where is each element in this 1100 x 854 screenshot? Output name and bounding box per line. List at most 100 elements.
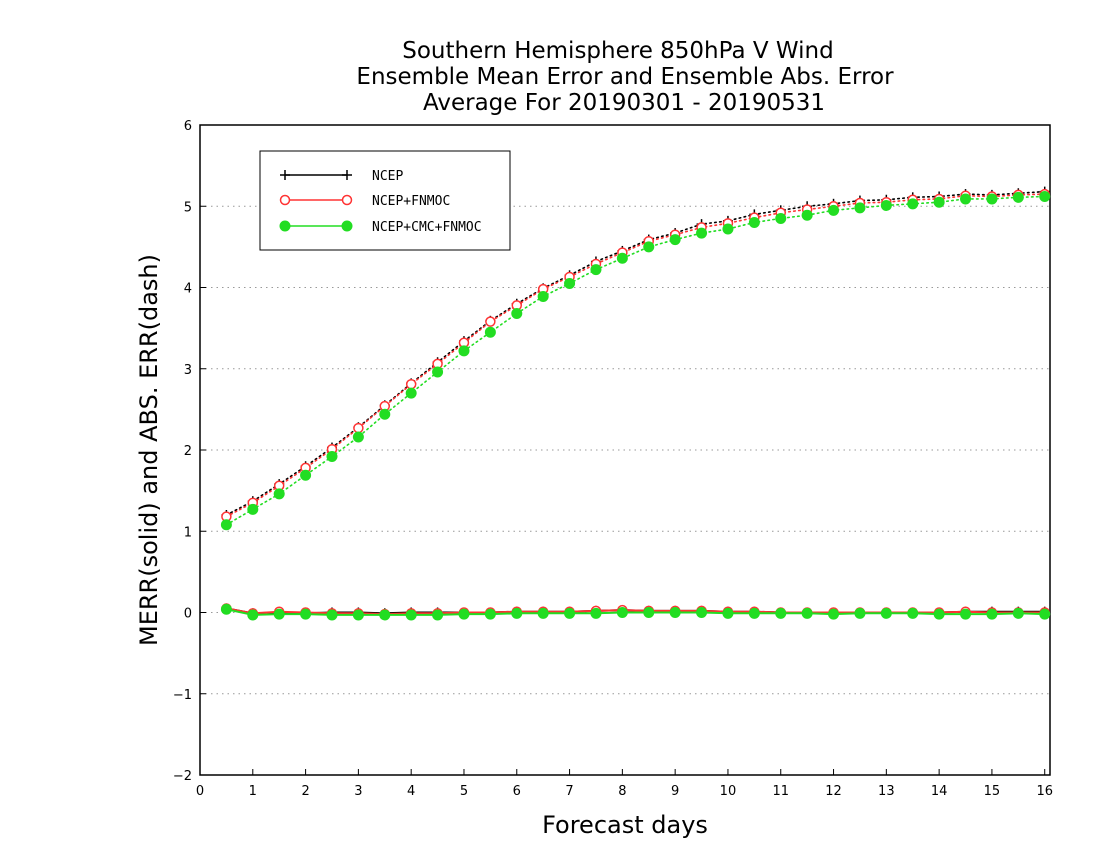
abs-err-point	[273, 488, 285, 500]
x-tick-label: 4	[407, 784, 415, 799]
mean-err-point	[907, 607, 919, 619]
x-tick-label: 7	[565, 784, 573, 799]
abs-err-point	[458, 345, 470, 357]
mean-err-point	[300, 608, 312, 620]
y-tick-label: −1	[173, 688, 192, 703]
mean-err-point	[854, 607, 866, 619]
mean-err-point	[220, 603, 232, 615]
mean-err-point	[960, 608, 972, 620]
mean-err-point	[379, 609, 391, 621]
legend-marker	[341, 194, 353, 206]
abs-err-point	[326, 451, 338, 462]
x-tick-label: 3	[354, 784, 362, 799]
mean-err-point	[1012, 607, 1024, 619]
abs-err-point	[405, 387, 417, 399]
abs-err-point	[854, 202, 866, 214]
legend: NCEP NCEP+FNMOC NCEP+CMC+FNMOC	[259, 150, 511, 251]
mean-err-point	[405, 609, 417, 621]
abs-err-point	[907, 198, 919, 210]
y-axis-title: MERR(solid) and ABS. ERR(dash)	[135, 254, 163, 646]
abs-err-point	[775, 212, 787, 224]
mean-err-point	[828, 608, 840, 620]
abs-err-point	[353, 422, 364, 434]
x-tick-label: 1	[249, 784, 257, 799]
y-tick-label: 4	[184, 282, 192, 297]
x-tick-label: 2	[301, 784, 309, 799]
mean-err-point	[352, 609, 364, 621]
abs-err-point	[220, 519, 232, 531]
abs-err-point	[590, 264, 602, 276]
y-tick-label: 2	[184, 444, 192, 459]
legend-marker	[279, 194, 291, 206]
abs-err-point	[405, 378, 417, 390]
abs-err-point	[669, 234, 681, 246]
mean-err-point	[643, 607, 655, 618]
mean-err-point	[933, 608, 945, 620]
mean-err-point	[669, 607, 681, 618]
x-tick-label: 14	[931, 784, 948, 799]
x-tick-label: 9	[671, 784, 679, 799]
series-ncep-cmc-fnmoc	[220, 191, 1051, 621]
abs-err-point	[511, 308, 523, 319]
abs-err-point	[696, 227, 708, 239]
abs-err-point	[986, 193, 998, 205]
mean-err-point	[511, 607, 523, 619]
y-tick-label: 1	[184, 525, 192, 540]
x-tick-label: 8	[618, 784, 626, 799]
y-tick-label: 6	[184, 119, 192, 134]
plot-frame	[199, 124, 1051, 776]
abs-err-point	[1039, 191, 1051, 202]
x-tick-label: 5	[460, 784, 468, 799]
abs-err-point	[537, 290, 549, 302]
mean-err-point	[775, 607, 787, 619]
abs-err-point	[485, 316, 496, 327]
y-tick-label: −2	[173, 769, 192, 784]
mean-err-point	[986, 608, 998, 620]
abs-err-point	[379, 408, 391, 420]
mean-err-point	[748, 607, 760, 619]
abs-err-point	[722, 223, 734, 235]
mean-err-point	[537, 607, 549, 619]
title-line-1: Southern Hemisphere 850hPa V Wind	[402, 38, 833, 64]
legend-marker	[279, 220, 291, 232]
mean-err-point	[1039, 608, 1051, 620]
legend-marker	[342, 170, 352, 180]
y-tick-label: 5	[184, 200, 192, 215]
x-tick-label: 12	[825, 784, 842, 799]
abs-err-point	[643, 241, 655, 253]
mean-err-point	[432, 609, 444, 621]
x-tick-label: 10	[720, 784, 737, 799]
mean-err-point	[801, 607, 813, 619]
mean-err-point	[484, 608, 496, 620]
abs-err-point	[960, 193, 972, 205]
mean-err-point	[326, 609, 338, 621]
legend-label: NCEP	[372, 169, 403, 184]
x-tick-label: 11	[772, 784, 789, 799]
x-tick-label: 13	[878, 784, 895, 799]
legend-marker	[280, 170, 290, 180]
abs-err-point	[564, 277, 576, 289]
x-tick-label: 0	[196, 784, 204, 799]
mean-err-point	[247, 609, 259, 621]
abs-err-point	[616, 252, 628, 264]
legend-item: NCEP	[280, 169, 403, 184]
mean-err-point	[590, 607, 602, 619]
chart-title: Southern Hemisphere 850hPa V Wind Ensemb…	[356, 38, 894, 116]
legend-label: NCEP+FNMOC	[372, 194, 450, 209]
legend-item: NCEP+FNMOC	[279, 194, 450, 209]
mean-err-point	[273, 608, 285, 620]
x-tick-label: 16	[1036, 784, 1053, 799]
mean-err-point	[722, 607, 734, 619]
title-line-2: Ensemble Mean Error and Ensemble Abs. Er…	[356, 64, 894, 90]
series-ncep-fnmoc	[221, 188, 1050, 620]
x-axis-ticks: 0 1 2 3 4 5 6 7 8 9 10 11 12 13 14 15 16	[196, 769, 1053, 799]
series-ncep	[221, 186, 1050, 619]
legend-marker	[341, 220, 353, 232]
y-tick-label: 3	[184, 363, 192, 378]
abs-err-point	[880, 199, 892, 211]
x-tick-label: 6	[513, 784, 521, 799]
y-tick-label: 0	[184, 607, 192, 622]
x-axis-title: Forecast days	[542, 811, 708, 839]
mean-err-point	[616, 607, 628, 618]
